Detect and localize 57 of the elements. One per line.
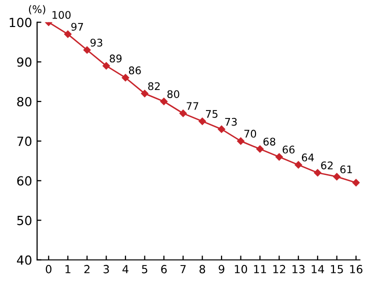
data-label: 66 xyxy=(282,146,295,154)
y-tick-label: 70 xyxy=(17,136,32,146)
x-tick-label: 8 xyxy=(200,264,206,274)
point xyxy=(102,62,110,70)
x-tick-label: 10 xyxy=(234,264,248,274)
x-tick-label: 4 xyxy=(122,265,128,274)
point xyxy=(352,179,360,186)
point xyxy=(83,46,91,54)
x-tick-label: 0 xyxy=(46,264,52,274)
point xyxy=(237,137,244,145)
x-tick-label: 3 xyxy=(104,264,109,274)
x-tick-label: 5 xyxy=(142,265,148,274)
x-tick-label: 2 xyxy=(84,264,90,274)
point xyxy=(314,169,322,176)
data-label: 89 xyxy=(110,54,122,62)
data-label: 75 xyxy=(206,110,218,118)
data-label: 68 xyxy=(263,138,276,146)
x-tick-label: 15 xyxy=(330,265,343,274)
y-tick-label: 90 xyxy=(17,57,32,67)
point xyxy=(256,145,264,153)
x-tick-label: 13 xyxy=(292,264,305,274)
data-label: 86 xyxy=(128,66,141,74)
data-label: 93 xyxy=(90,38,102,47)
y-axis-title: (%) xyxy=(28,5,46,14)
y-tick-label: 60 xyxy=(17,176,32,186)
x-tick-label: 1 xyxy=(66,265,70,274)
point xyxy=(141,90,148,98)
y-tick-label: 80 xyxy=(17,96,32,106)
data-label: 80 xyxy=(167,90,180,98)
point xyxy=(333,173,340,180)
point xyxy=(122,74,130,82)
data-label: 77 xyxy=(186,102,198,110)
x-tick-label: 11 xyxy=(254,265,266,274)
y-tick-label: 40 xyxy=(16,255,32,265)
y-tick-label: 100 xyxy=(10,18,32,28)
point xyxy=(218,126,226,133)
x-tick-label: 7 xyxy=(180,265,186,274)
data-label: 97 xyxy=(71,22,83,31)
data-label: 82 xyxy=(148,82,160,90)
x-tick-label: 16 xyxy=(350,264,362,274)
data-label: 70 xyxy=(244,130,256,138)
data-label: 100 xyxy=(52,10,71,19)
data-label: 73 xyxy=(225,118,237,126)
x-tick-label: 9 xyxy=(218,264,224,274)
y-tick-label: 50 xyxy=(17,216,32,226)
data-label: 64 xyxy=(302,154,314,162)
point xyxy=(64,30,72,38)
x-tick-label: 12 xyxy=(273,264,286,274)
point xyxy=(160,98,168,106)
data-label: 61 xyxy=(340,165,352,174)
point xyxy=(198,118,206,125)
point xyxy=(179,110,187,117)
point xyxy=(294,161,302,168)
x-tick-label: 14 xyxy=(312,265,324,274)
x-tick-label: 6 xyxy=(161,264,167,274)
data-label: 62 xyxy=(321,161,333,170)
point xyxy=(276,153,283,161)
